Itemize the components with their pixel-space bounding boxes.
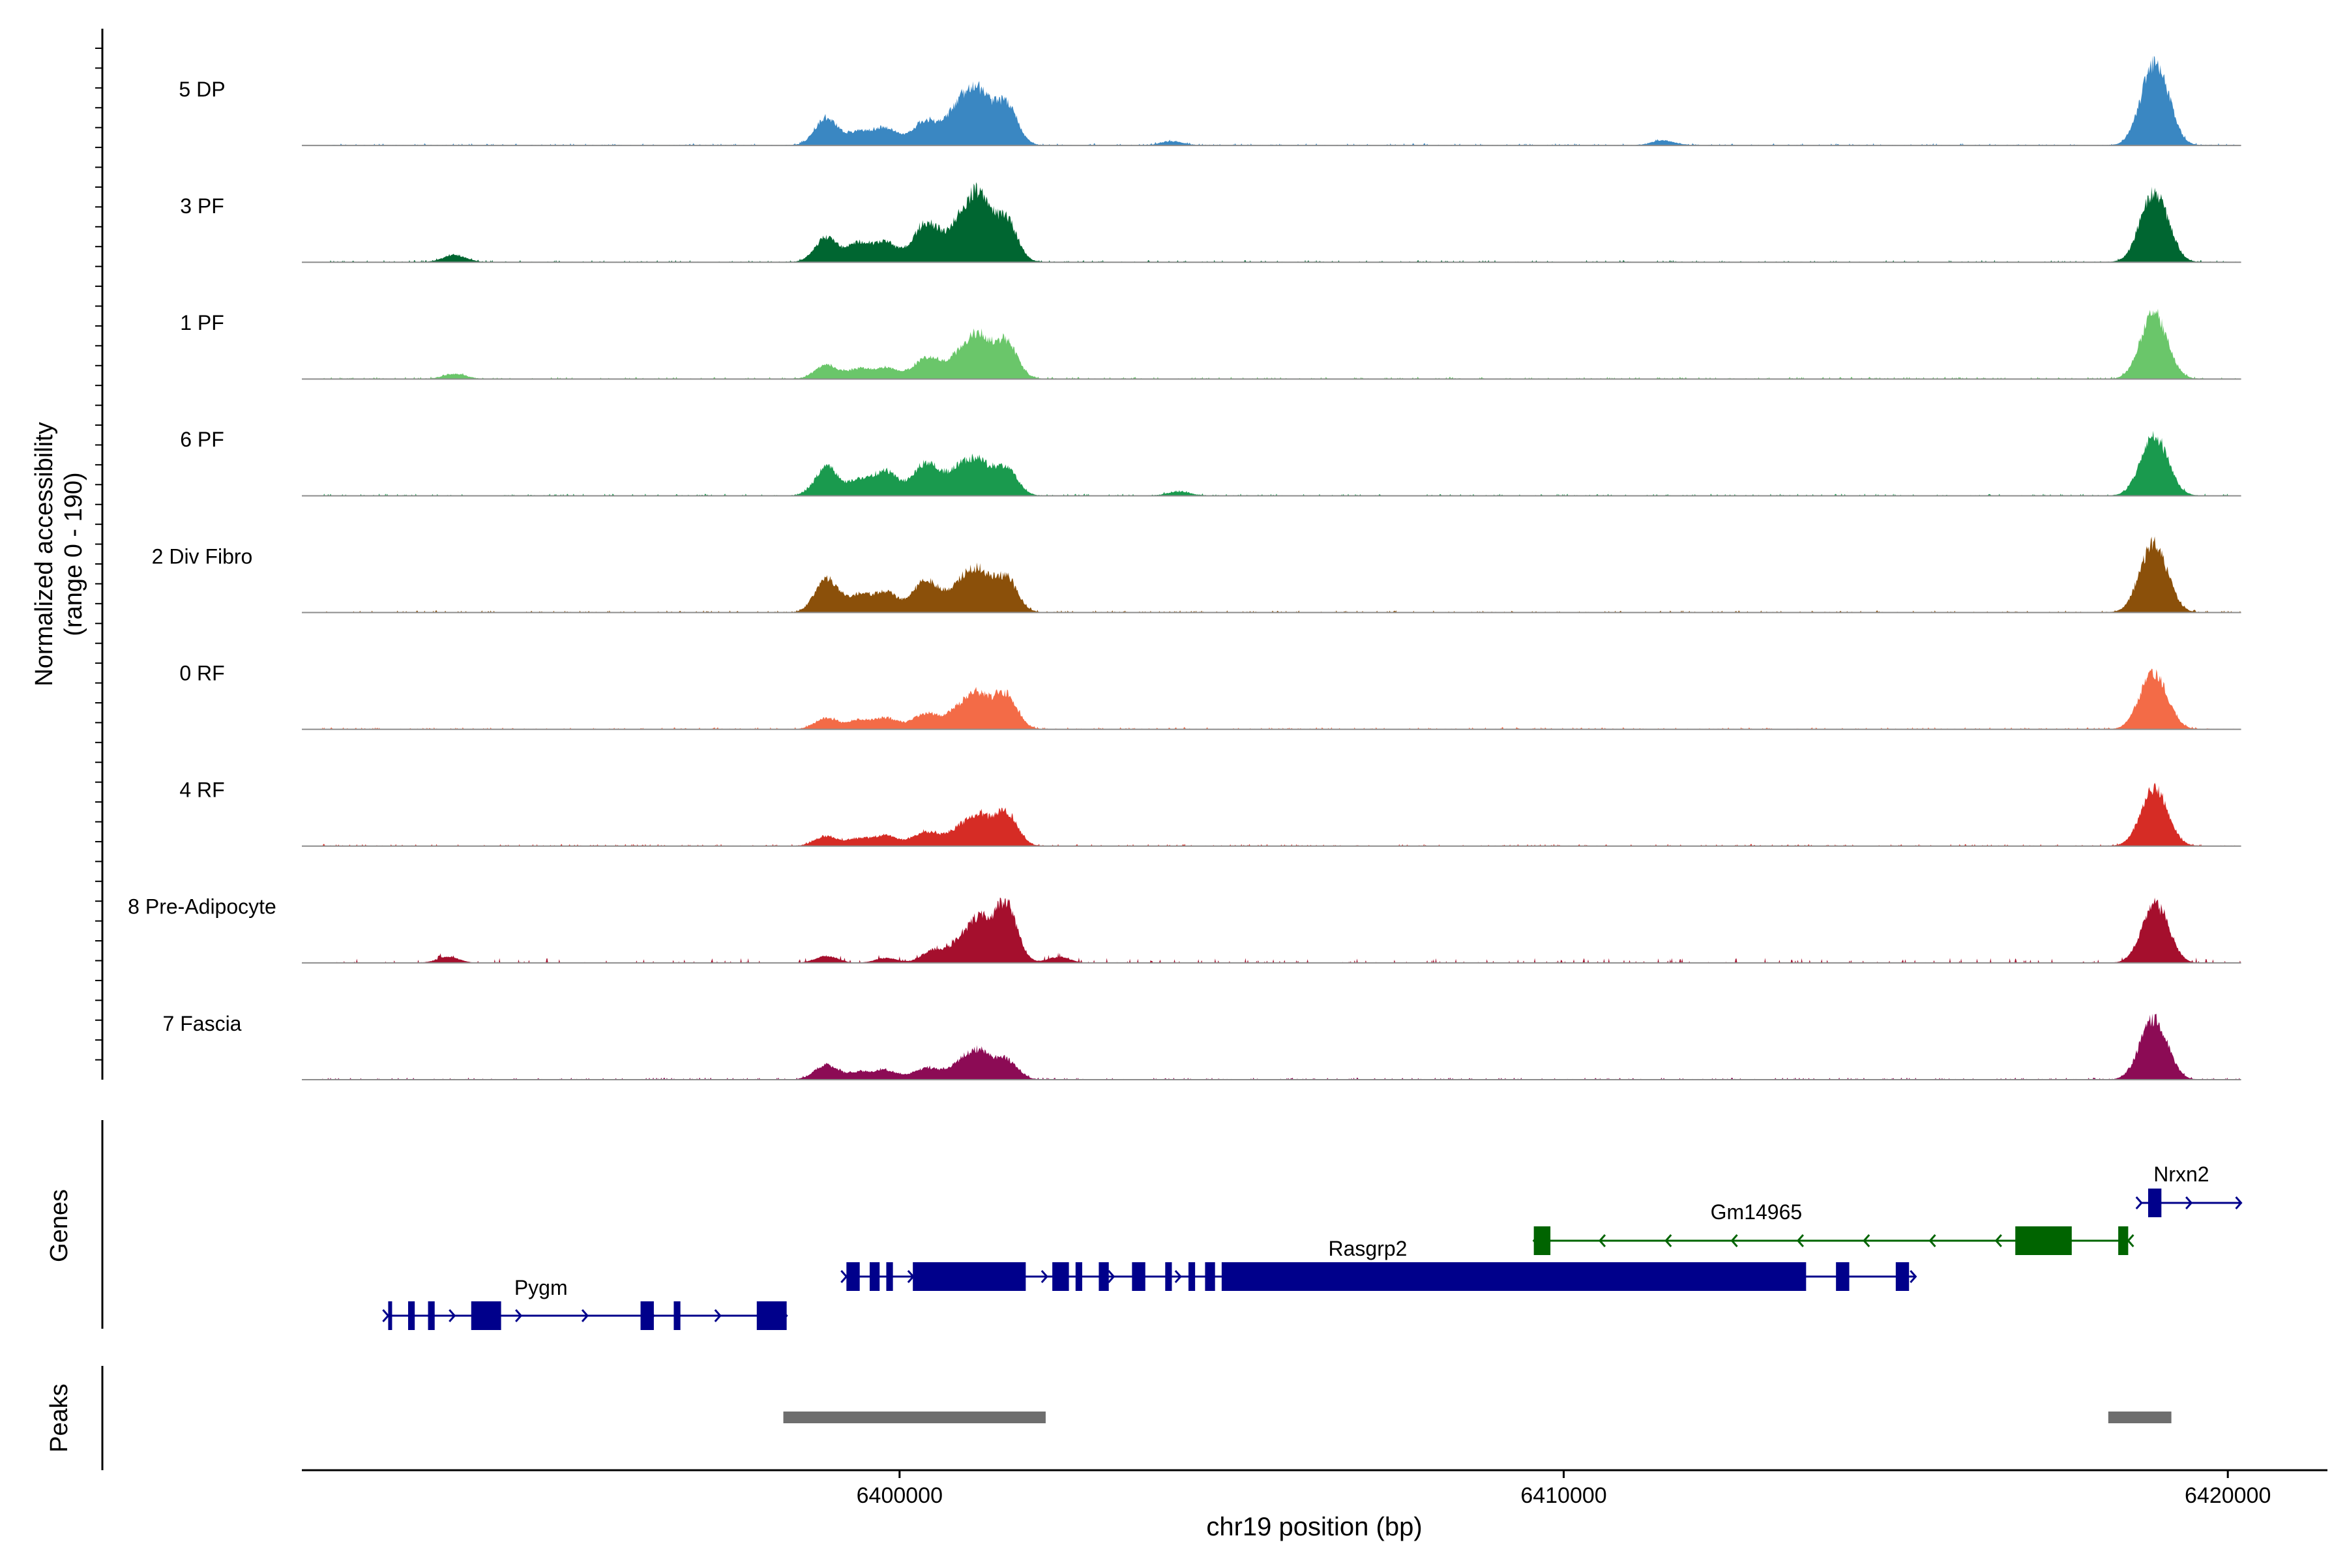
strand-arrow [1796,1234,1805,1247]
y-axis-label-line2: (range 0 - 190) [60,472,87,636]
peak-region-bar [2108,1412,2172,1423]
track-label: 4 RF [179,778,224,802]
coverage-track [302,55,2241,147]
gene-exon [1533,1226,1551,1255]
strand-arrow [2127,1234,2134,1247]
track-label: 0 RF [179,661,224,685]
gene-exon [640,1301,654,1330]
strand-arrow [1174,1270,1182,1283]
gene-exon [673,1301,681,1330]
coverage-track [302,308,2241,380]
strand-arrow [1928,1234,1936,1247]
track-labels: 5 DP 3 PF 1 PF 6 PF 2 Div Fibro 0 RF 4 RF 8 Pre… [128,78,276,1035]
strand-arrow [449,1309,456,1322]
peak-region-bar [783,1412,1046,1423]
coverage-track [302,182,2241,263]
track-label: 5 DP [179,78,225,101]
gene-exon [886,1262,893,1291]
gene-model: Rasgrp2 [840,1237,1917,1291]
coverage-track [302,1013,2241,1080]
track-label: 7 Fascia [163,1012,242,1035]
strand-arrow [1598,1234,1606,1247]
x-axis-label: chr19 position (bp) [1206,1513,1422,1541]
strand-arrow [1664,1234,1672,1247]
gene-label: Pygm [514,1276,568,1299]
y-axis-label-line1: Normalized accessibility [31,422,58,686]
gene-exon [407,1301,415,1330]
x-tick-label: 6420000 [2185,1483,2271,1508]
coverage-track [302,782,2241,847]
y-axis-ticks [95,48,102,1061]
genes-axis-label: Genes [46,1189,73,1262]
gene-label: Rasgrp2 [1329,1237,1408,1260]
coverage-track [302,536,2241,614]
track-label: 1 PF [180,311,224,334]
track-label: 6 PF [180,428,224,451]
coverage-area [321,55,2241,146]
track-label: 3 PF [180,194,224,218]
gene-exon [846,1262,860,1291]
coverage-area [321,430,2241,496]
x-axis-ticks: 6400000 6410000 6420000 [857,1470,2271,1508]
gene-exon [1221,1262,1807,1291]
gene-model: Pygm [382,1276,788,1330]
gene-model: Gm14965 [1532,1200,2134,1255]
coverage-area [321,668,2241,730]
strand-arrow [1863,1234,1870,1247]
gene-label: Nrxn2 [2153,1162,2209,1186]
gene-annotations: Pygm Rasgrp2 Gm14965 Nrxn2 [382,1162,2243,1330]
strand-arrow [2235,1196,2243,1209]
strand-arrow [840,1270,848,1283]
coverage-track [302,897,2241,964]
coverage-area [321,782,2241,846]
coverage-area [321,1013,2241,1080]
gene-exon [2118,1226,2129,1255]
gene-exon [1205,1262,1215,1291]
peak-regions [783,1412,2172,1423]
strand-arrow [714,1309,722,1322]
coverage-area [321,536,2241,613]
gene-model: Nrxn2 [2135,1162,2243,1217]
gene-exon [1099,1262,1109,1291]
gene-exon [913,1262,1026,1291]
coverage-area [321,182,2241,263]
strand-arrow [581,1309,589,1322]
gene-exon [2148,1189,2162,1217]
coverage-area [321,897,2241,963]
coverage-area [321,308,2241,379]
track-label: 8 Pre-Adipocyte [128,895,276,919]
coverage-tracks [302,55,2241,1080]
gene-label: Gm14965 [1711,1200,1803,1224]
gene-exon [2015,1226,2072,1255]
strand-arrow [1108,1270,1115,1283]
strand-arrow [1910,1270,1917,1283]
gene-exon [428,1301,435,1330]
x-tick-label: 6410000 [1520,1483,1606,1508]
coverage-track [302,430,2241,497]
gene-exon [1075,1262,1082,1291]
gene-exon [756,1301,787,1330]
gene-exon [1836,1262,1850,1291]
gene-exon [1165,1262,1172,1291]
gene-exon [1132,1262,1145,1291]
gene-exon [869,1262,880,1291]
strand-arrow [1994,1234,2002,1247]
gene-exon [471,1301,501,1330]
coverage-track [302,668,2241,730]
gene-exon [1188,1262,1196,1291]
strand-arrow [2185,1196,2193,1209]
gene-exon [1895,1262,1910,1291]
x-tick-label: 6400000 [857,1483,943,1508]
strand-arrow [2135,1196,2143,1209]
strand-arrow [382,1309,390,1322]
gene-exon [1052,1262,1069,1291]
strand-arrow [515,1309,523,1322]
strand-arrow [1730,1234,1738,1247]
gene-exon [388,1301,392,1330]
strand-arrow [1041,1270,1048,1283]
track-label: 2 Div Fibro [152,544,253,568]
peaks-axis-label: Peaks [46,1383,73,1453]
